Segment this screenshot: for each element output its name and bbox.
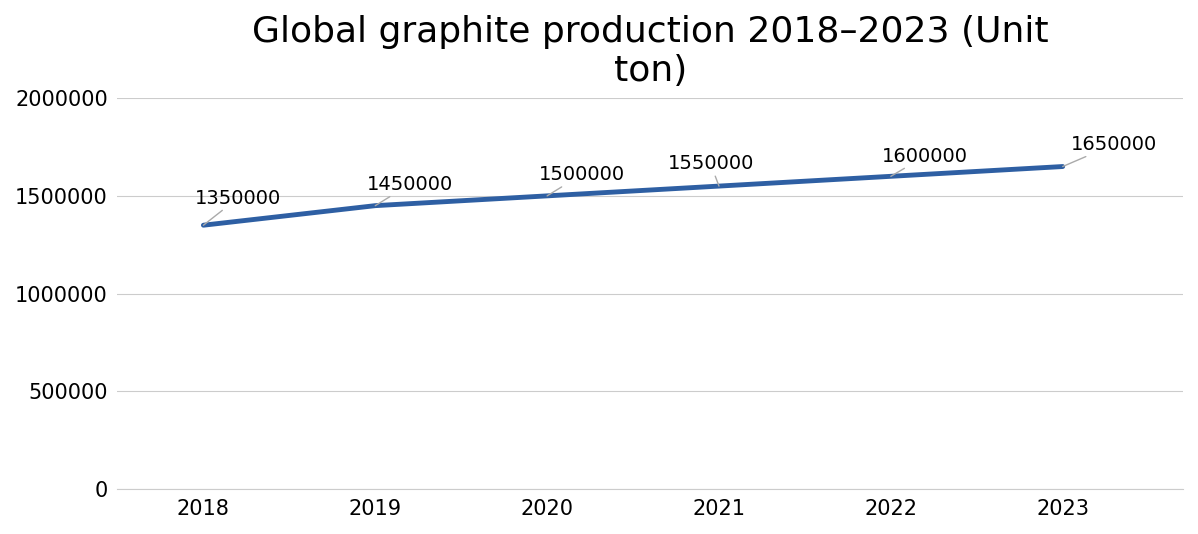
Text: 1350000: 1350000: [195, 189, 282, 225]
Text: 1600000: 1600000: [882, 146, 968, 176]
Text: 1550000: 1550000: [667, 154, 754, 186]
Text: 1450000: 1450000: [367, 175, 453, 206]
Title: Global graphite production 2018–2023 (Unit
ton): Global graphite production 2018–2023 (Un…: [252, 15, 1048, 89]
Text: 1500000: 1500000: [539, 165, 624, 196]
Text: 1650000: 1650000: [1063, 135, 1157, 167]
